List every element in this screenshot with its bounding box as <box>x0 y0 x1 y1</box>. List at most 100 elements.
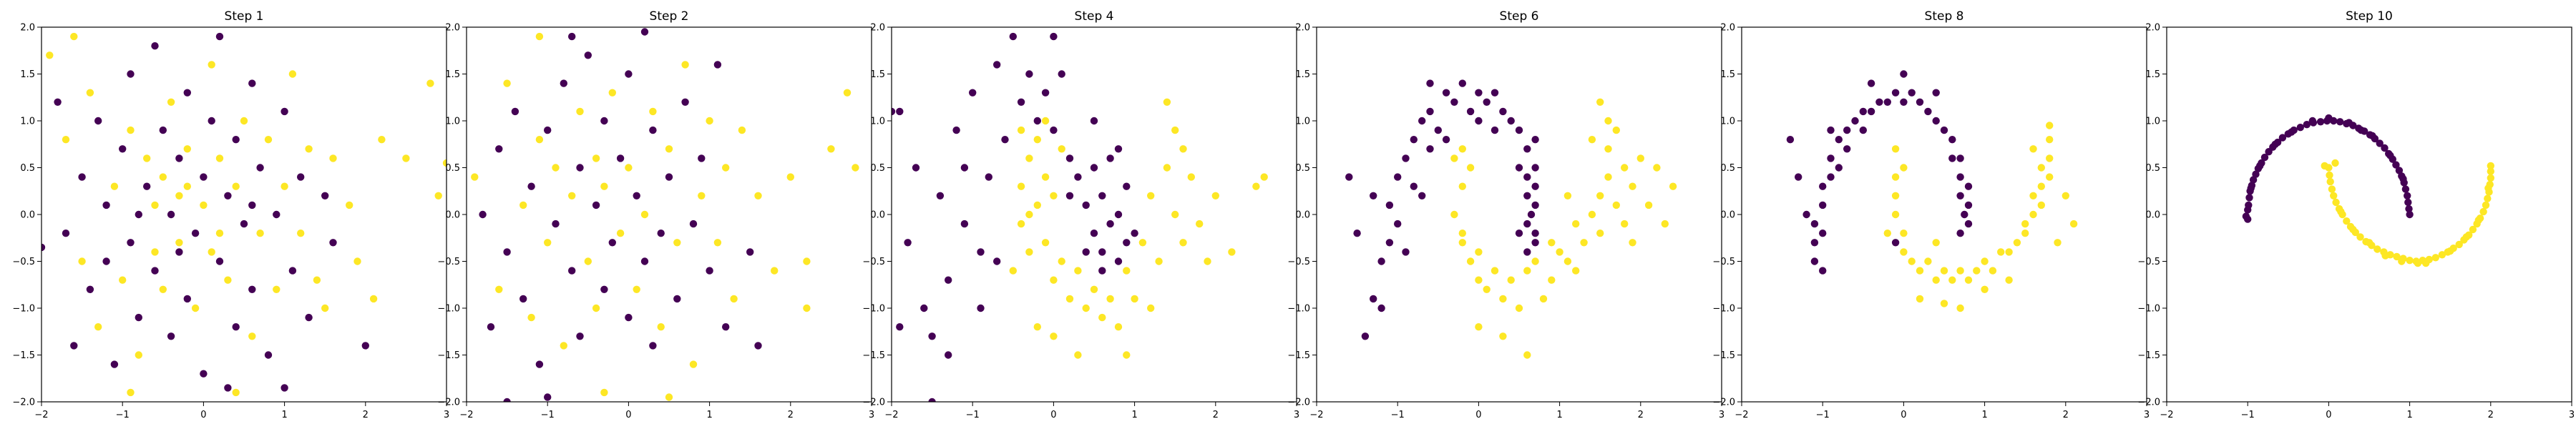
x-tick-label: −1 <box>2241 410 2255 420</box>
data-point-class-1 <box>1252 182 1260 190</box>
data-point-class-1 <box>273 285 280 293</box>
data-point-class-0 <box>297 173 305 181</box>
data-point-class-1 <box>1483 285 1491 293</box>
y-tick-label: 1.0 <box>1720 117 1735 127</box>
data-point-class-1 <box>1596 230 1604 237</box>
y-tick-label: 0.0 <box>1295 210 1310 221</box>
data-point-class-1 <box>786 173 795 181</box>
data-point-class-1 <box>2484 194 2492 202</box>
y-tick-label: −1.0 <box>1712 304 1735 315</box>
data-point-class-0 <box>487 323 495 331</box>
data-point-class-1 <box>2330 192 2338 199</box>
y-tick-label: 0.5 <box>2145 163 2160 174</box>
y-tick-label: 2.0 <box>20 23 35 34</box>
y-tick-label: −1.5 <box>2137 350 2160 361</box>
data-point-class-1 <box>1123 351 1131 359</box>
data-point-class-0 <box>552 220 560 228</box>
data-point-class-1 <box>673 239 681 247</box>
data-point-class-1 <box>1556 248 1563 256</box>
data-point-class-0 <box>1867 79 1875 87</box>
x-tick-label: 3 <box>2144 410 2150 420</box>
data-point-class-0 <box>2249 176 2258 184</box>
data-point-class-0 <box>2316 118 2325 126</box>
data-point-class-1 <box>1114 323 1123 331</box>
y-tick-label: 2.0 <box>2145 23 2160 34</box>
data-point-class-1 <box>1916 267 1924 275</box>
data-point-class-0 <box>127 239 135 247</box>
data-point-class-0 <box>1795 173 1802 181</box>
y-tick-label: −1.5 <box>1712 350 1735 361</box>
data-point-class-0 <box>600 285 608 293</box>
data-point-class-1 <box>2422 259 2430 267</box>
data-point-class-1 <box>1956 304 1964 312</box>
data-point-class-1 <box>1025 210 1033 219</box>
data-point-class-1 <box>1948 276 1956 284</box>
data-point-class-0 <box>2406 210 2414 219</box>
data-point-class-1 <box>600 182 608 190</box>
data-point-class-1 <box>2328 185 2336 193</box>
panel-title: Step 4 <box>1075 9 1114 24</box>
y-tick-label: −1.0 <box>12 304 35 315</box>
data-point-class-1 <box>1450 210 1458 219</box>
data-point-class-1 <box>1940 267 1948 275</box>
data-point-class-1 <box>495 285 503 293</box>
points-layer <box>42 32 447 397</box>
data-point-class-1 <box>159 173 167 181</box>
x-tick-label: −2 <box>459 410 473 420</box>
data-point-class-0 <box>689 220 698 228</box>
x-tick-label: −2 <box>1735 410 1748 420</box>
data-point-class-1 <box>1147 304 1155 312</box>
data-point-class-0 <box>1851 117 1859 125</box>
x-tick-label: −2 <box>34 410 48 420</box>
data-point-class-0 <box>1843 145 1851 153</box>
x-tick-label: 3 <box>2569 410 2575 420</box>
data-point-class-1 <box>1612 126 1620 134</box>
x-tick-label: 0 <box>1901 410 1906 420</box>
data-point-class-1 <box>434 192 442 199</box>
x-tick-label: −1 <box>1391 410 1405 420</box>
data-point-class-1 <box>353 257 361 265</box>
data-point-class-0 <box>2404 192 2411 199</box>
data-point-class-1 <box>167 98 175 106</box>
x-tick-label: −1 <box>116 410 130 420</box>
data-point-class-1 <box>1466 257 1475 265</box>
data-point-class-1 <box>1475 323 1483 331</box>
y-tick-label: 1.0 <box>20 117 35 127</box>
data-point-class-1 <box>633 285 640 293</box>
data-point-class-1 <box>183 182 191 190</box>
data-point-class-0 <box>167 332 175 340</box>
data-point-class-1 <box>803 257 811 265</box>
data-point-class-0 <box>1041 89 1050 97</box>
y-tick-label: 0.5 <box>1720 163 1735 174</box>
data-point-class-1 <box>280 182 288 190</box>
data-point-class-1 <box>1017 220 1025 228</box>
data-point-class-1 <box>640 210 649 219</box>
data-point-class-1 <box>1940 300 1948 307</box>
data-point-class-0 <box>232 136 240 144</box>
data-point-class-1 <box>215 154 224 162</box>
data-point-class-0 <box>960 220 969 228</box>
x-tick-label: 0 <box>200 410 206 420</box>
data-point-class-1 <box>698 192 706 199</box>
data-point-class-1 <box>1891 210 1900 219</box>
data-point-class-1 <box>224 276 232 284</box>
data-point-class-1 <box>1123 267 1131 275</box>
data-point-class-0 <box>1475 89 1483 97</box>
data-point-class-1 <box>426 79 434 87</box>
data-point-class-0 <box>1499 107 1507 116</box>
data-point-class-1 <box>657 323 665 331</box>
data-point-class-0 <box>1883 98 1891 106</box>
data-point-class-1 <box>143 154 151 162</box>
data-point-class-0 <box>70 342 78 350</box>
data-point-class-0 <box>1050 126 1058 134</box>
data-point-class-1 <box>1228 248 1236 256</box>
data-point-class-0 <box>1527 210 1536 219</box>
data-point-class-1 <box>1507 276 1515 284</box>
data-point-class-1 <box>1050 332 1058 340</box>
x-tick-label: −1 <box>966 410 980 420</box>
data-point-class-1 <box>1596 192 1604 199</box>
y-tick-label: 2.0 <box>870 23 885 34</box>
data-point-class-0 <box>200 173 208 181</box>
data-point-class-0 <box>1058 70 1065 78</box>
data-point-class-1 <box>1973 267 1981 275</box>
